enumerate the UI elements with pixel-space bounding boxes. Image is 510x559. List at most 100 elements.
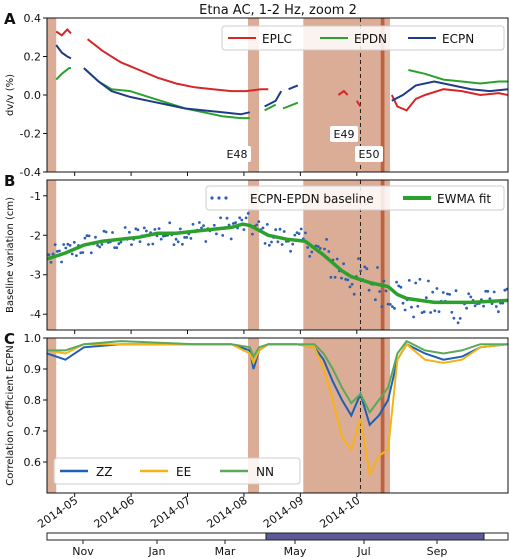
y-tick-label: 0.0	[24, 89, 42, 102]
series-line-epdn	[282, 101, 299, 110]
baseline-point	[435, 287, 439, 290]
baseline-point	[297, 232, 301, 236]
baseline-point	[104, 230, 108, 234]
y-tick-label: -4	[30, 308, 41, 321]
y-tick-label: 0.2	[24, 51, 42, 64]
baseline-point	[219, 216, 223, 220]
baseline-point	[505, 287, 508, 291]
timeline-label: Jan	[148, 545, 166, 558]
panel-frame	[46, 179, 509, 331]
baseline-point	[242, 228, 246, 232]
baseline-point	[162, 234, 165, 238]
baseline-point	[414, 281, 418, 285]
legend-swatch	[210, 196, 214, 200]
eruption-marker	[380, 180, 385, 330]
baseline-point	[333, 275, 337, 279]
y-tick-label: 0.7	[24, 425, 42, 438]
baseline-point	[431, 290, 435, 294]
y-tick-label: 0.8	[24, 394, 42, 407]
legend-box	[205, 185, 505, 211]
series-line-eplc	[390, 88, 508, 112]
baseline-point	[202, 224, 206, 228]
panel-plot-area	[47, 339, 508, 478]
baseline-point	[433, 309, 437, 313]
x-tick-label: 2014-10	[317, 494, 362, 531]
baseline-point	[49, 260, 53, 264]
x-tick-label: 2014-07	[148, 494, 193, 531]
baseline-point	[407, 279, 411, 282]
baseline-point	[147, 243, 150, 246]
baseline-point	[486, 289, 490, 293]
series-line-eplc	[355, 100, 362, 108]
baseline-point	[89, 251, 93, 255]
timeline-highlight	[265, 532, 485, 541]
baseline-point	[306, 246, 309, 249]
baseline-point	[75, 254, 78, 257]
series-line-epdn	[55, 67, 71, 81]
baseline-point	[123, 226, 127, 229]
baseline-point	[484, 289, 488, 293]
series-line-epdn	[264, 103, 277, 112]
baseline-point	[388, 303, 392, 306]
chart-title: Etna AC, 1-2 Hz, zoom 2	[199, 3, 357, 18]
baseline-point	[418, 277, 422, 281]
series-line-epdn	[408, 69, 508, 85]
x-tick-label: 2014-09	[261, 494, 306, 531]
timeline-label: Mar	[215, 545, 236, 558]
shaded-period	[247, 338, 260, 493]
baseline-point	[102, 229, 106, 233]
baseline-point	[255, 223, 259, 227]
baseline-point	[265, 223, 269, 226]
series-line-zz	[47, 342, 508, 427]
baseline-point	[212, 223, 216, 227]
baseline-point	[503, 288, 507, 292]
baseline-point	[111, 231, 114, 234]
baseline-point	[72, 240, 76, 244]
baseline-point	[251, 232, 254, 236]
baseline-point	[469, 295, 473, 299]
baseline-point	[142, 226, 146, 230]
baseline-point	[94, 235, 97, 239]
baseline-point	[191, 222, 195, 226]
baseline-point	[365, 267, 369, 271]
baseline-point	[310, 250, 314, 254]
baseline-point	[98, 245, 102, 249]
y-tick-label: 0.9	[24, 363, 42, 376]
shaded-period	[47, 18, 57, 172]
baseline-point	[346, 278, 350, 282]
baseline-point	[427, 279, 430, 283]
baseline-point	[452, 316, 456, 320]
baseline-point	[119, 240, 123, 244]
baseline-point	[363, 265, 367, 269]
baseline-point	[153, 228, 157, 231]
baseline-point	[359, 269, 362, 273]
baseline-point	[318, 247, 322, 250]
baseline-point	[357, 257, 360, 260]
series-line-ecpn	[391, 80, 508, 102]
series-line-ecpn	[83, 67, 251, 116]
baseline-point	[115, 246, 119, 250]
baseline-point	[456, 321, 460, 325]
baseline-point	[342, 262, 345, 266]
annotation-label: E48	[227, 148, 248, 161]
panel-letter: A	[4, 10, 16, 28]
annotation-label: E49	[334, 128, 355, 141]
annotation-label: E50	[359, 148, 380, 161]
panel-letter: B	[4, 172, 15, 190]
baseline-point	[384, 289, 388, 293]
baseline-point	[391, 305, 394, 308]
baseline-point	[261, 226, 265, 230]
series-line-eplc	[86, 38, 269, 93]
baseline-point	[327, 250, 331, 253]
legend-label: EE	[176, 465, 191, 479]
baseline-point	[79, 251, 83, 255]
baseline-point	[268, 243, 271, 247]
baseline-point	[157, 227, 161, 231]
baseline-point	[215, 232, 218, 236]
baseline-point	[178, 227, 182, 231]
series-line-eplc	[337, 89, 349, 96]
annotation-box	[355, 146, 383, 162]
baseline-point	[340, 276, 343, 280]
baseline-point	[174, 237, 178, 241]
